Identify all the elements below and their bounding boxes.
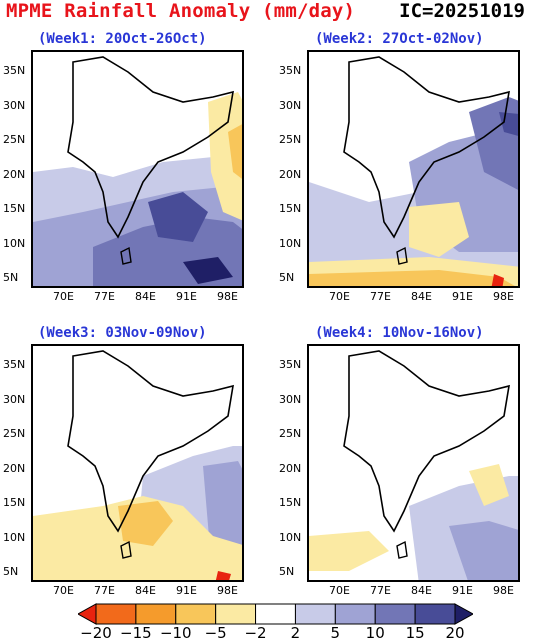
colorbar-label: −20 xyxy=(80,624,112,642)
colorbar-label: −10 xyxy=(159,624,192,642)
x-tick-label: 77E xyxy=(94,584,115,597)
x-tick-label: 84E xyxy=(135,290,156,303)
y-tick-label: 15N xyxy=(279,202,302,215)
colorbar-max-arrow xyxy=(454,603,473,625)
y-tick-label: 30N xyxy=(279,392,302,406)
colorbar-swatch xyxy=(95,603,137,625)
map-week2 xyxy=(307,50,520,288)
colorbar-swatch xyxy=(294,603,336,625)
y-tick-label: 15N xyxy=(3,202,26,215)
x-tick-label: 98E xyxy=(217,290,238,303)
colorbar-label: 2 xyxy=(290,624,301,642)
y-tick-label: 25N xyxy=(279,133,302,146)
map-week1 xyxy=(31,50,244,288)
colorbar-label: 15 xyxy=(405,624,425,642)
y-tick-label: 5N xyxy=(3,565,19,578)
x-tick-label: 98E xyxy=(493,290,514,303)
y-tick-label: 25N xyxy=(3,133,26,146)
colorbar-label: 10 xyxy=(365,624,385,642)
panel-title-week4: (Week4: 10Nov-16Nov) xyxy=(315,325,484,341)
x-tick-label: 70E xyxy=(53,584,74,597)
x-tick-label: 84E xyxy=(411,290,432,303)
panel-title-week3: (Week3: 03Nov-09Nov) xyxy=(38,325,207,341)
map-week4-svg xyxy=(309,350,518,580)
x-tick-label: 84E xyxy=(411,584,432,597)
panel-title-week2: (Week2: 27Oct-02Nov) xyxy=(315,31,484,47)
map-week3-svg xyxy=(33,350,242,580)
y-tick-label: 35N xyxy=(3,358,26,371)
map-week2-svg xyxy=(309,56,518,286)
colorbar-label: −5 xyxy=(204,624,227,642)
colorbar-swatch xyxy=(414,603,456,625)
x-tick-label: 91E xyxy=(176,584,197,597)
x-tick-label: 84E xyxy=(135,584,156,597)
colorbar-swatch xyxy=(374,603,416,625)
colorbar-swatch xyxy=(334,603,376,625)
colorbar xyxy=(78,603,473,625)
map-week3 xyxy=(31,344,244,582)
x-tick-label: 91E xyxy=(452,290,473,303)
y-tick-label: 10N xyxy=(279,530,302,544)
colorbar-min-arrow xyxy=(78,603,97,625)
colorbar-label: 5 xyxy=(330,624,341,642)
y-tick-label: 35N xyxy=(279,64,302,77)
colorbar-label: 20 xyxy=(445,624,465,642)
y-tick-label: 15N xyxy=(3,496,26,509)
y-tick-label: 10N xyxy=(3,236,26,250)
y-tick-label: 20N xyxy=(3,461,26,475)
x-tick-label: 91E xyxy=(176,290,197,303)
x-tick-label: 77E xyxy=(370,290,391,303)
colorbar-swatch xyxy=(135,603,177,625)
y-tick-label: 30N xyxy=(279,98,302,112)
y-tick-label: 20N xyxy=(3,167,26,181)
x-tick-label: 91E xyxy=(452,584,473,597)
y-tick-label: 35N xyxy=(3,64,26,77)
colorbar-swatch xyxy=(215,603,257,625)
x-tick-label: 70E xyxy=(329,584,350,597)
y-tick-label: 10N xyxy=(3,530,26,544)
colorbar-swatch xyxy=(255,603,296,625)
x-tick-label: 98E xyxy=(493,584,514,597)
map-week4 xyxy=(307,344,520,582)
y-tick-label: 35N xyxy=(279,358,302,371)
y-tick-label: 20N xyxy=(279,167,302,181)
y-tick-label: 25N xyxy=(3,427,26,440)
y-tick-label: 5N xyxy=(3,271,19,284)
y-tick-label: 10N xyxy=(279,236,302,250)
x-tick-label: 98E xyxy=(217,584,238,597)
x-tick-label: 77E xyxy=(370,584,391,597)
y-tick-label: 30N xyxy=(3,98,26,112)
y-tick-label: 20N xyxy=(279,461,302,475)
map-week1-svg xyxy=(33,56,242,286)
x-tick-label: 70E xyxy=(329,290,350,303)
y-tick-label: 25N xyxy=(279,427,302,440)
x-tick-label: 77E xyxy=(94,290,115,303)
colorbar-swatch xyxy=(175,603,217,625)
colorbar-label: −15 xyxy=(120,624,152,642)
colorbar-label: −2 xyxy=(244,624,267,642)
y-tick-label: 15N xyxy=(279,496,302,509)
figure-title: MPME Rainfall Anomaly (mm/day) xyxy=(6,0,356,22)
y-tick-label: 5N xyxy=(279,565,295,578)
y-tick-label: 30N xyxy=(3,392,26,406)
initial-condition-label: IC=20251019 xyxy=(399,0,525,22)
panel-title-week1: (Week1: 20Oct-26Oct) xyxy=(38,31,207,47)
y-tick-label: 5N xyxy=(279,271,295,284)
x-tick-label: 70E xyxy=(53,290,74,303)
